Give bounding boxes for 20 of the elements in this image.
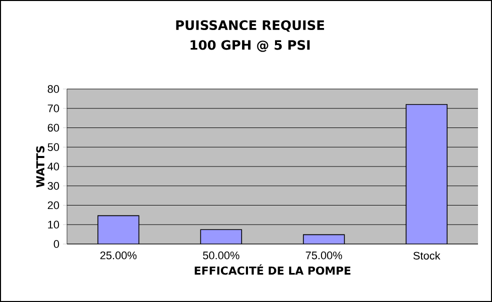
y-axis-title: WATTS [36, 146, 44, 188]
chart-subtitle: 100 GPH @ 5 PSI [190, 40, 310, 52]
y-tick-label: 50 [48, 143, 60, 152]
y-tick-label: 70 [48, 104, 60, 112]
y-tick-label: 20 [48, 201, 60, 210]
x-tick-label: Stock [413, 252, 440, 260]
chart-title: PUISSANCE REQUISE [176, 20, 324, 32]
x-axis-title: EFFICACITÉ DE LA POMPE [194, 264, 350, 275]
x-tick-label: 25.00% [100, 252, 137, 260]
bar [200, 229, 242, 244]
y-tick-label: 40 [48, 162, 60, 170]
x-tick-label: 50.00% [202, 252, 240, 260]
bar [97, 215, 140, 244]
y-tick-label: 10 [48, 220, 60, 229]
y-tick-label: 0 [54, 240, 60, 248]
y-tick-label: 80 [48, 85, 60, 93]
y-tick-label: 60 [48, 124, 60, 132]
bar [406, 104, 448, 244]
y-tick-label: 30 [48, 182, 60, 190]
x-tick-label: 75.00% [306, 252, 342, 260]
